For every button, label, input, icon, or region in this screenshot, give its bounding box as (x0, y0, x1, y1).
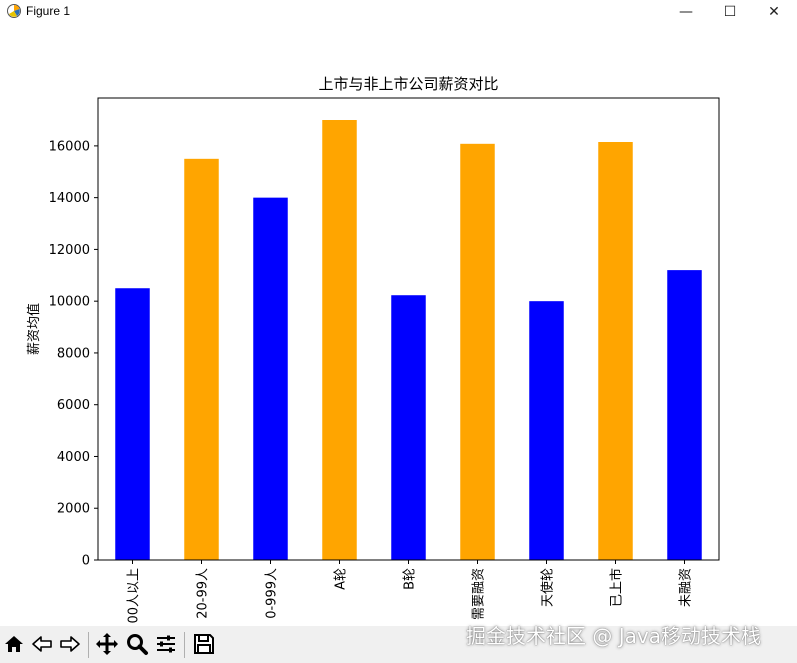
y-tick-label: 4000 (57, 450, 90, 465)
chart-bar (391, 295, 426, 560)
configure-subplots-icon[interactable] (154, 632, 178, 656)
toolbar-separator (88, 632, 89, 658)
chart-bar (184, 158, 219, 560)
y-tick-label: 12000 (49, 243, 90, 258)
chart-bar (115, 288, 150, 560)
window-titlebar: Figure 1 — ☐ ✕ (0, 0, 797, 24)
close-button[interactable]: ✕ (752, 0, 796, 24)
y-tick-label: 2000 (57, 502, 90, 517)
bar-chart: 0 2000 4000 6000 8000 10000 12000 14000 16000 00人… (26, 75, 720, 624)
x-tick-label: 00人以上 (127, 568, 142, 624)
x-tick-label: 未融资 (679, 568, 694, 607)
y-tick-label: 6000 (57, 398, 90, 413)
chart-bar (598, 142, 633, 560)
maximize-icon: ☐ (723, 4, 737, 20)
x-tick-label: 0-999人 (265, 568, 280, 619)
x-tick-label: 20-99人 (196, 568, 211, 619)
minimize-icon: — (679, 4, 693, 20)
window-title: Figure 1 (26, 4, 71, 18)
chart-bar (322, 120, 357, 560)
watermark-text: 掘金技术社区 @ Java移动技术栈 (466, 624, 761, 648)
y-tick-label: 16000 (49, 139, 90, 154)
y-axis-label: 薪资均值 (26, 303, 42, 355)
save-icon[interactable] (192, 632, 216, 656)
y-tick-label: 0 (82, 554, 90, 569)
x-tick-label: A轮 (334, 568, 349, 590)
y-tick-label: 10000 (49, 295, 90, 310)
y-tick-label: 14000 (49, 191, 90, 206)
chart-title: 上市与非上市公司薪资对比 (318, 75, 498, 93)
x-tick-label: 已上市 (609, 568, 625, 607)
figure-canvas: 0 2000 4000 6000 8000 10000 12000 14000 16000 00人… (0, 24, 797, 626)
y-tick-label: 8000 (57, 346, 90, 361)
chart-bar (253, 197, 288, 560)
back-arrow-icon[interactable] (30, 632, 54, 656)
chart-bar (667, 270, 702, 560)
close-icon: ✕ (768, 4, 780, 20)
navigation-toolbar (0, 626, 797, 663)
x-tick-label: 天使轮 (540, 568, 556, 607)
x-tick-label: 需要融资 (472, 568, 487, 620)
maximize-button[interactable]: ☐ (708, 0, 752, 24)
matplotlib-icon (7, 4, 21, 18)
x-tick-label: B轮 (403, 568, 418, 590)
chart-bar (460, 143, 495, 560)
chart-bar (529, 301, 564, 560)
minimize-button[interactable]: — (664, 0, 708, 24)
toolbar-separator (184, 632, 185, 658)
pan-move-icon[interactable] (95, 632, 119, 656)
zoom-magnifier-icon[interactable] (125, 632, 149, 656)
forward-arrow-icon[interactable] (58, 632, 82, 656)
home-icon[interactable] (2, 632, 26, 656)
